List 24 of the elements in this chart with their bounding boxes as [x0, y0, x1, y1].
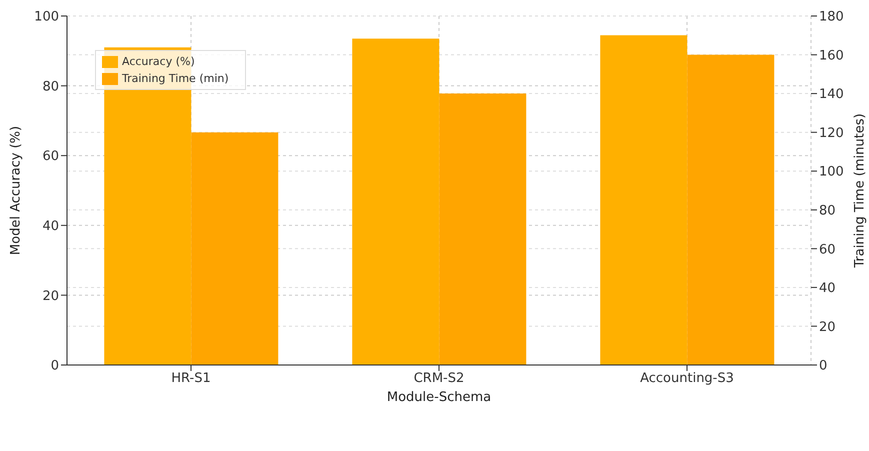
- y-tick-label: 60: [42, 149, 59, 164]
- y-tick-label: 0: [50, 358, 59, 374]
- y2-tick-label: 140: [819, 87, 844, 102]
- y-tick-label: 80: [42, 79, 59, 94]
- x-tick-label: Accounting-S3: [640, 371, 734, 386]
- y-axis-title: Model Accuracy (%): [8, 126, 24, 256]
- y2-tick-label: 80: [819, 204, 836, 219]
- y2-tick-label: 40: [819, 281, 836, 296]
- x-tick-label: HR-S1: [171, 371, 211, 386]
- x-tick-label: CRM-S2: [414, 371, 464, 386]
- y-tick-label: 40: [42, 219, 59, 234]
- y-tick-label: 100: [34, 10, 59, 25]
- y2-tick-label: 20: [819, 320, 836, 335]
- x-axis-title: Module-Schema: [386, 390, 492, 405]
- legend-label: Accuracy (%): [122, 55, 195, 68]
- y2-tick-label: 180: [819, 10, 844, 25]
- y2-tick-label: 60: [819, 242, 836, 258]
- y2-tick-label: 100: [819, 164, 844, 180]
- y-tick-label: 20: [42, 288, 59, 304]
- y2-tick-label: 0: [819, 358, 828, 374]
- y2-tick-label: 160: [819, 48, 844, 64]
- legend-label: Training Time (min): [122, 72, 229, 85]
- y2-tick-label: 120: [819, 126, 844, 141]
- y2-axis-title: Training Time (minutes): [852, 113, 868, 269]
